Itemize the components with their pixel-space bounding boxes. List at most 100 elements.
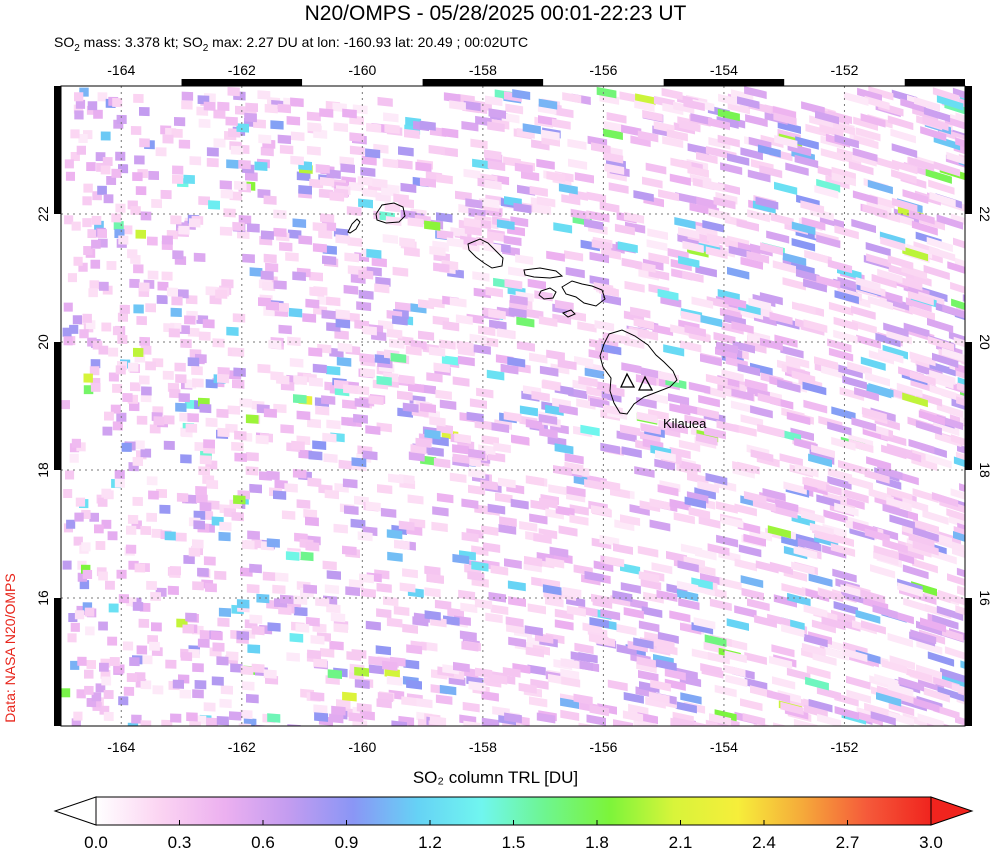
so2-pixel [242,253,255,264]
so2-pixel [905,297,932,313]
so2-pixel [376,582,392,593]
so2-pixel [909,305,935,321]
so2-pixel [170,307,182,318]
so2-pixel [463,100,481,112]
so2-pixel [385,216,402,227]
so2-pixel [525,475,545,487]
so2-pixel [519,405,539,417]
so2-pixel [160,189,172,200]
so2-pixel [507,356,526,368]
so2-pixel [795,268,820,283]
so2-pixel [527,603,547,615]
so2-pixel [406,679,423,690]
so2-pixel [277,103,292,114]
so2-pixel [343,284,359,295]
so2-pixel [603,404,623,416]
so2-pixel [217,373,230,384]
so2-pixel [126,525,137,535]
so2-pixel [953,336,965,353]
so2-pixel [71,438,82,448]
so2-pixel [800,200,825,214]
so2-pixel [932,614,959,630]
so2-pixel [912,540,939,556]
so2-pixel [384,123,400,134]
so2-pixel [395,301,411,312]
so2-pixel [774,135,798,149]
so2-pixel [330,612,346,623]
so2-pixel [705,146,728,159]
so2-pixel [716,534,739,548]
so2-pixel [288,307,303,318]
so2-pixel [284,483,298,493]
so2-pixel [750,362,773,376]
so2-pixel [202,319,215,329]
so2-pixel [675,701,697,714]
so2-pixel [604,555,625,568]
so2-pixel [889,514,915,530]
so2-pixel [178,325,190,335]
so2-pixel [429,715,447,726]
so2-pixel [147,236,158,246]
so2-pixel [334,329,349,340]
so2-pixel [382,233,399,245]
lon-tick-label-bottom: -156 [589,739,617,755]
so2-pixel [340,163,355,174]
so2-pixel [74,92,84,102]
so2-pixel [867,179,893,195]
so2-pixel [775,499,799,513]
so2-pixel [805,123,830,138]
so2-pixel [590,211,610,223]
so2-pixel [293,606,308,617]
so2-pixel [683,556,705,569]
so2-pixel [834,290,859,305]
so2-pixel [198,331,211,341]
colorbar-tick-label: 0.9 [335,833,359,852]
so2-pixel [663,344,685,357]
so2-pixel [785,162,809,176]
so2-pixel [391,720,407,726]
so2-pixel [485,286,503,298]
so2-pixel [193,520,205,530]
so2-pixel [115,365,126,375]
so2-pixel [637,545,659,558]
so2-pixel [769,311,793,326]
so2-pixel [809,115,834,129]
so2-pixel [562,586,582,598]
so2-pixel [460,235,478,247]
so2-pixel [70,129,80,139]
so2-pixel [740,575,764,589]
so2-pixel [130,382,141,392]
so2-pixel [866,456,892,471]
so2-pixel [473,344,491,355]
so2-pixel [529,352,548,364]
so2-pixel [138,618,150,628]
so2-pixel [547,435,567,447]
so2-pixel [234,430,247,441]
so2-pixel [192,539,204,549]
so2-pixel [93,109,103,119]
so2-pixel [387,551,403,562]
so2-pixel [808,453,832,468]
lat-tick-label-left: 20 [35,334,51,350]
so2-pixel [892,159,918,175]
so2-pixel [642,176,663,189]
so2-pixel [386,328,403,339]
so2-pixel [453,661,470,673]
so2-pixel [392,266,409,277]
so2-pixel [876,685,903,700]
so2-pixel [463,168,481,180]
so2-pixel [72,315,83,325]
so2-pixel [646,239,668,252]
so2-pixel [354,398,370,408]
so2-pixel [198,466,211,476]
so2-pixel [897,582,923,598]
so2-pixel [946,508,965,524]
so2-pixel [726,618,750,631]
so2-pixel [794,463,819,478]
so2-pixel [783,481,807,495]
so2-pixel [402,402,419,413]
so2-pixel [336,356,352,367]
so2-pixel [727,266,750,280]
so2-pixel [923,264,950,281]
